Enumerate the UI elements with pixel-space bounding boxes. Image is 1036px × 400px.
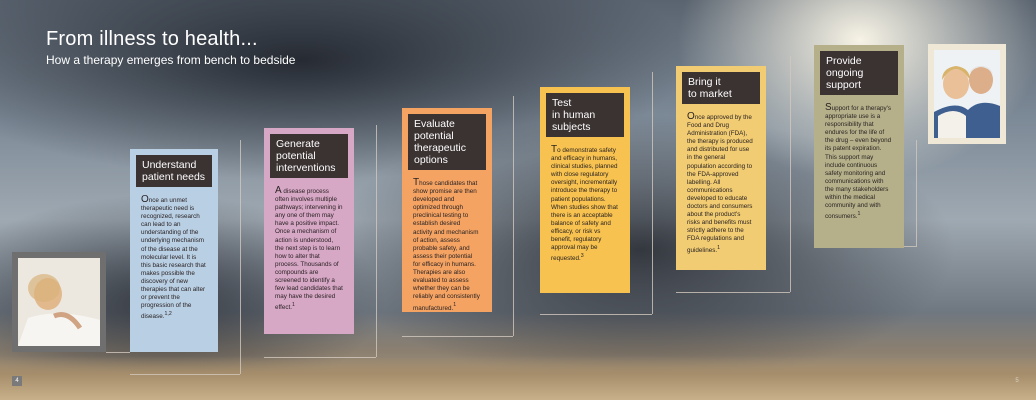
connector-line <box>376 125 377 357</box>
connector-line <box>676 292 790 293</box>
step-body: A disease process often involves multipl… <box>275 185 343 312</box>
step-body: Support for a therapy's appropriate use … <box>825 102 892 221</box>
connector-line <box>652 72 653 314</box>
connector-line <box>513 96 514 336</box>
step-card-test: Test in human subjects To demonstrate sa… <box>540 87 630 293</box>
connector-line <box>904 246 916 247</box>
connector-line <box>790 56 791 292</box>
step-heading: Understand patient needs <box>136 155 212 187</box>
page-number-left: 4 <box>12 376 22 386</box>
step-heading: Evaluate potential therapeutic options <box>408 114 486 170</box>
page-subtitle: How a therapy emerges from bench to beds… <box>46 53 296 67</box>
connector-line <box>240 140 241 374</box>
family-photo <box>928 44 1006 144</box>
patient-photo <box>12 252 106 352</box>
step-heading: Bring it to market <box>682 72 760 104</box>
page-number-right: 5 <box>1015 378 1019 384</box>
connector-line <box>540 314 652 315</box>
older-couple-image <box>934 50 1000 138</box>
connector-line <box>916 140 917 247</box>
footnote-ref: 1 <box>857 211 861 218</box>
footnote-ref: 1 <box>717 244 721 251</box>
patient-in-bed-image <box>18 258 100 346</box>
step-card-evaluate: Evaluate potential therapeutic options T… <box>402 108 492 312</box>
step-body: Once approved by the Food and Drug Admin… <box>687 111 753 254</box>
footnote-ref: 1 <box>453 302 457 309</box>
step-card-market: Bring it to market Once approved by the … <box>676 66 766 270</box>
footnote-ref: 1,2 <box>164 311 172 318</box>
step-card-support: Provide ongoing support Support for a th… <box>814 45 904 248</box>
connector-line <box>402 336 513 337</box>
page-title: From illness to health... <box>46 28 258 50</box>
step-heading: Test in human subjects <box>546 93 624 137</box>
step-heading: Generate potential interventions <box>270 134 348 178</box>
connector-line <box>106 352 130 353</box>
connector-line <box>264 357 376 358</box>
step-card-generate: Generate potential interventions A disea… <box>264 128 354 334</box>
footnote-ref: 1 <box>292 302 295 309</box>
connector-line <box>130 374 240 375</box>
desert-horizon <box>0 356 1036 400</box>
step-body: Once an unmet therapeutic need is recogn… <box>141 194 206 321</box>
footnote-ref: 3 <box>580 253 584 260</box>
step-card-understand: Understand patient needs Once an unmet t… <box>130 149 218 352</box>
step-body: To demonstrate safety and efficacy in hu… <box>551 144 618 263</box>
step-body: Those candidates that show promise are t… <box>413 177 480 312</box>
step-heading: Provide ongoing support <box>820 51 898 95</box>
